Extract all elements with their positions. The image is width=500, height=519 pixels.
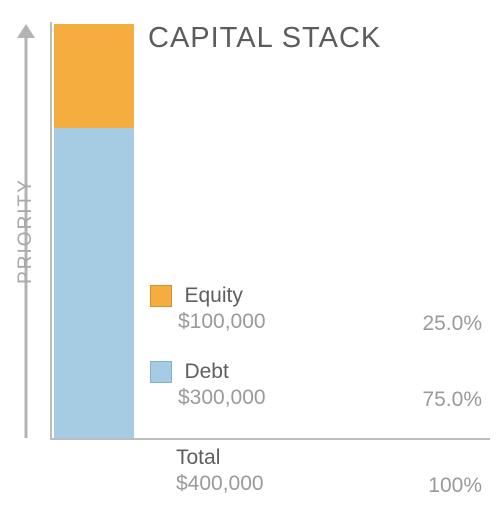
- total-row: Total $400,000 100%: [148, 446, 482, 496]
- priority-axis: PRIORITY: [14, 24, 38, 438]
- capital-stack-chart: PRIORITY CAPITAL STACK Equity $100,000 2…: [0, 0, 500, 519]
- stacked-bar: [54, 24, 134, 438]
- bar-segment-debt: [54, 128, 134, 439]
- priority-axis-label: PRIORITY: [15, 178, 37, 284]
- bar-segment-equity: [54, 24, 134, 128]
- swatch-equity: [150, 285, 172, 307]
- swatch-debt: [150, 361, 172, 383]
- legend-percent-debt: 75.0%: [422, 388, 482, 412]
- legend-label-debt: Debt: [184, 360, 228, 383]
- legend-label-equity: Equity: [184, 284, 242, 307]
- legend-item-debt: Debt $300,000 75.0%: [150, 360, 482, 410]
- legend-item-equity: Equity $100,000 25.0%: [150, 284, 482, 334]
- total-label: Total: [176, 446, 482, 470]
- total-percent: 100%: [428, 474, 482, 498]
- legend-percent-equity: 25.0%: [422, 312, 482, 336]
